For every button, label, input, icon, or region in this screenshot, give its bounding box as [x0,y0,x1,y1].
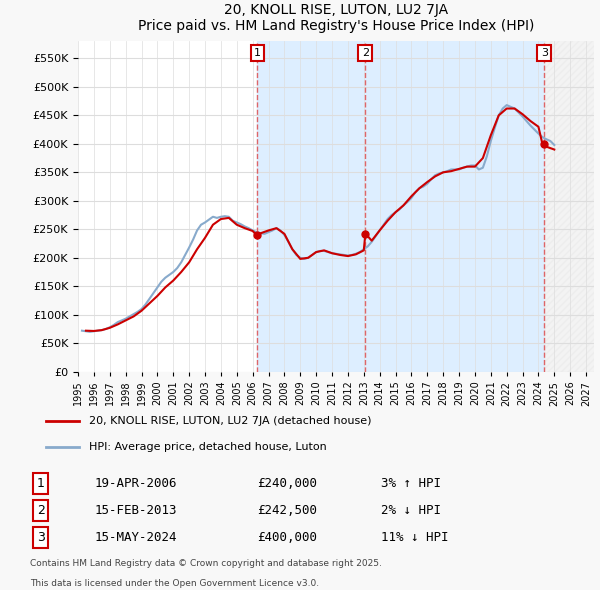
Text: 1: 1 [254,48,261,58]
Text: 2: 2 [362,48,369,58]
Text: 2: 2 [37,504,45,517]
Text: 3: 3 [37,531,45,544]
Text: This data is licensed under the Open Government Licence v3.0.: This data is licensed under the Open Gov… [30,579,319,588]
Bar [257,41,365,372]
Bar [544,41,594,372]
Bar [365,41,544,372]
Text: 15-FEB-2013: 15-FEB-2013 [95,504,178,517]
Text: 19-APR-2006: 19-APR-2006 [95,477,178,490]
Text: 20, KNOLL RISE, LUTON, LU2 7JA (detached house): 20, KNOLL RISE, LUTON, LU2 7JA (detached… [89,416,372,425]
Text: £242,500: £242,500 [257,504,317,517]
Text: Contains HM Land Registry data © Crown copyright and database right 2025.: Contains HM Land Registry data © Crown c… [30,559,382,568]
Text: £240,000: £240,000 [257,477,317,490]
Text: 15-MAY-2024: 15-MAY-2024 [95,531,178,544]
Title: 20, KNOLL RISE, LUTON, LU2 7JA
Price paid vs. HM Land Registry's House Price Ind: 20, KNOLL RISE, LUTON, LU2 7JA Price pai… [138,3,534,33]
Text: 11% ↓ HPI: 11% ↓ HPI [381,531,449,544]
Text: 3: 3 [541,48,548,58]
Text: 2% ↓ HPI: 2% ↓ HPI [381,504,441,517]
Text: HPI: Average price, detached house, Luton: HPI: Average price, detached house, Luto… [89,442,327,451]
Text: 1: 1 [37,477,45,490]
Text: £400,000: £400,000 [257,531,317,544]
Text: 3% ↑ HPI: 3% ↑ HPI [381,477,441,490]
